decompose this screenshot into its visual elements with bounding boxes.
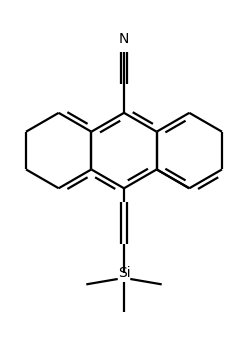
- Text: N: N: [119, 32, 129, 47]
- Text: Si: Si: [118, 266, 130, 280]
